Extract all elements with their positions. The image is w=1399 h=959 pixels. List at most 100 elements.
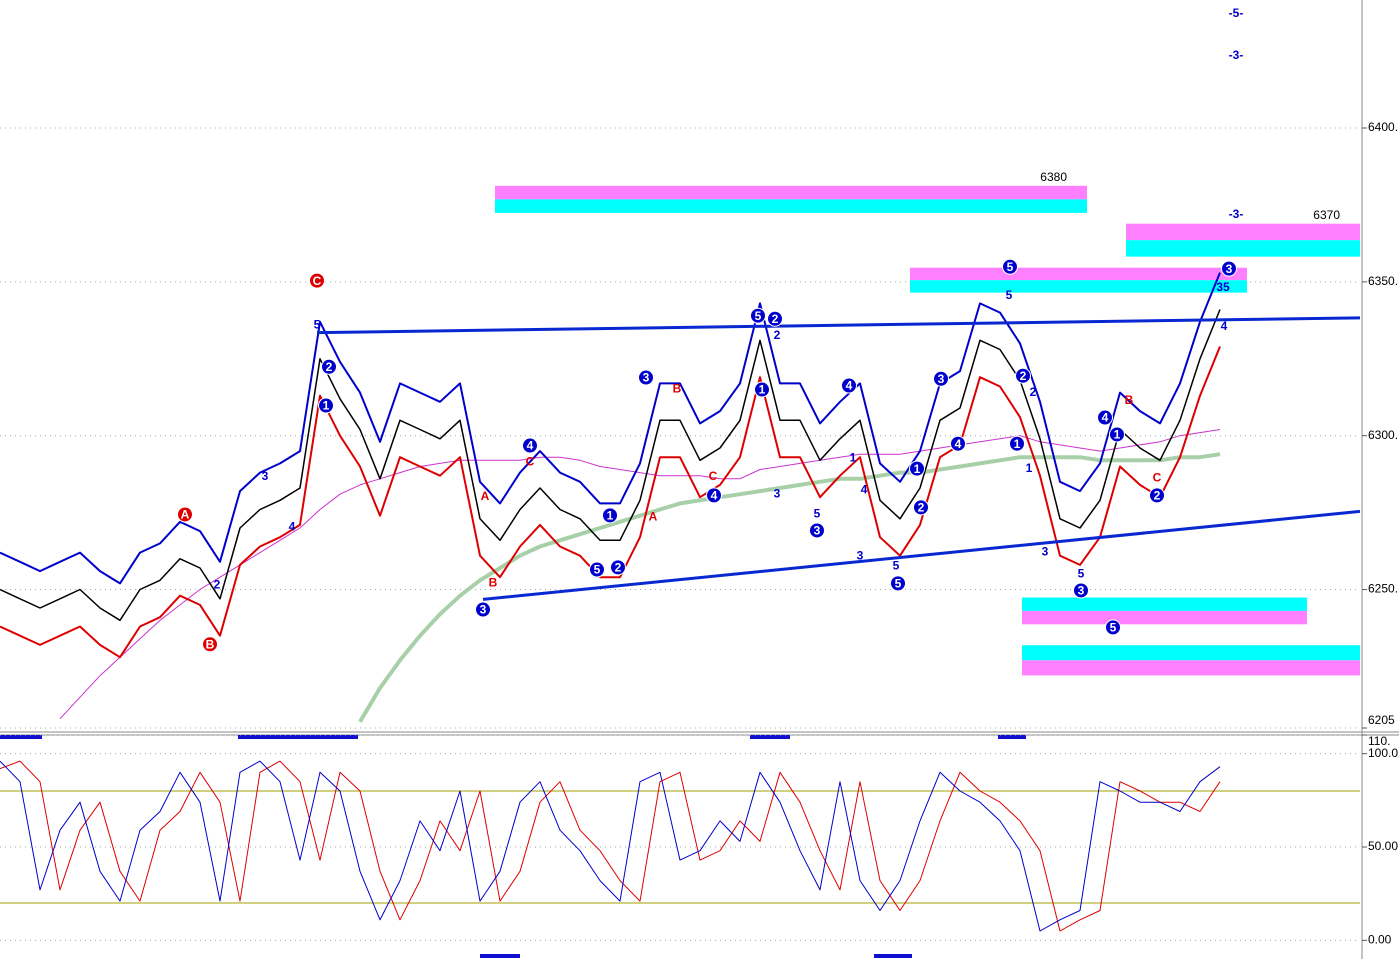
wave-label: 4 xyxy=(955,437,962,451)
wave-marker xyxy=(1015,367,1031,384)
wave-label: 3 xyxy=(857,548,864,562)
wave-label: 1 xyxy=(1014,437,1021,451)
wave-marker xyxy=(841,377,857,394)
y-tick-label: 6250. xyxy=(1368,582,1398,596)
wave-label: B xyxy=(489,576,498,590)
wave-label: C xyxy=(1153,471,1162,485)
wave-marker xyxy=(321,358,337,375)
wave-label: 3 xyxy=(1042,544,1049,558)
zone-band xyxy=(1022,645,1360,661)
series-line xyxy=(0,760,1221,932)
y-tick-label: 110. xyxy=(1368,734,1390,748)
wave-marker xyxy=(890,575,906,592)
wave-label: 2 xyxy=(1020,369,1027,383)
wave-label: 3 xyxy=(643,371,650,385)
wave-label: 3 xyxy=(774,487,781,501)
series-line xyxy=(358,452,1221,723)
series-line xyxy=(0,272,1221,585)
wave-marker xyxy=(589,561,605,578)
wave-marker xyxy=(1097,409,1113,426)
wave-marker xyxy=(706,487,722,504)
wave-label: 4 xyxy=(1102,411,1109,425)
wave-label: 1 xyxy=(850,451,857,465)
wave-marker xyxy=(202,636,218,653)
wave-label: 1 xyxy=(914,462,921,476)
wave-label: 5 xyxy=(1078,567,1085,581)
wave-label: C xyxy=(313,274,322,288)
wave-label: C xyxy=(709,469,718,483)
y-tick-label: 6300. xyxy=(1368,428,1398,442)
wave-marker xyxy=(177,506,193,523)
wave-label: 3 xyxy=(938,372,945,386)
wave-label: 5 xyxy=(1110,621,1117,635)
signal-bar xyxy=(750,735,790,739)
wave-label: 5 xyxy=(314,318,321,332)
wave-label: 5 xyxy=(893,559,900,573)
wave-label: 5 xyxy=(814,507,821,521)
wave-label: 35 xyxy=(1216,280,1230,294)
wave-label: 1 xyxy=(1026,461,1033,475)
wave-label: 4 xyxy=(527,439,534,453)
zone-band xyxy=(495,199,1087,213)
y-tick-label: 6400. xyxy=(1368,120,1398,134)
wave-label: 5 xyxy=(1006,288,1013,302)
series-line xyxy=(0,760,1221,932)
wave-label: 3 xyxy=(480,603,487,617)
wave-label: B xyxy=(206,637,215,651)
wave-marker xyxy=(602,507,618,524)
zone xyxy=(910,267,1247,293)
wave-label: B xyxy=(673,382,682,396)
wave-label: A xyxy=(181,508,190,522)
y-tick-label: 0.00 xyxy=(1368,933,1392,947)
trendline xyxy=(316,316,1361,335)
wave-marker xyxy=(909,460,925,477)
signal-bar xyxy=(998,735,1026,739)
wave-label: A xyxy=(481,489,490,503)
wave-label: 2 xyxy=(774,328,781,342)
wave-marker xyxy=(638,369,654,386)
signal-bar xyxy=(874,954,912,958)
wave-label: 1 xyxy=(323,399,330,413)
wave-label: -3- xyxy=(1229,48,1244,62)
trendline xyxy=(482,509,1361,601)
zone-label: 6380 xyxy=(1040,170,1067,184)
wave-marker xyxy=(754,381,770,398)
wave-label: 2 xyxy=(1030,385,1037,399)
wave-marker xyxy=(1149,487,1165,504)
wave-label: 3 xyxy=(1078,584,1085,598)
y-tick-label: 50.00 xyxy=(1368,839,1398,853)
wave-marker xyxy=(1073,582,1089,599)
wave-marker xyxy=(809,522,825,539)
wave-marker xyxy=(1009,435,1025,452)
zone-band xyxy=(1126,223,1360,241)
wave-label: 2 xyxy=(615,561,622,575)
series-line xyxy=(0,346,1221,659)
wave-label: 2 xyxy=(1154,489,1161,503)
y-tick-label: 100.0 xyxy=(1368,746,1398,760)
wave-marker xyxy=(610,559,626,576)
wave-marker xyxy=(1105,619,1121,636)
y-tick-label: 6205 xyxy=(1368,713,1395,727)
zone-band xyxy=(910,280,1247,293)
zone-band xyxy=(910,267,1247,281)
wave-label: 5 xyxy=(755,309,762,323)
y-tick-label: 6350. xyxy=(1368,274,1398,288)
wave-label: 2 xyxy=(772,312,779,326)
wave-label: -3- xyxy=(1229,207,1244,221)
wave-marker xyxy=(1109,426,1125,443)
wave-label: 1 xyxy=(607,509,614,523)
wave-marker xyxy=(933,370,949,387)
signal-bar xyxy=(238,735,358,739)
zone xyxy=(1022,645,1360,676)
wave-label: 1 xyxy=(1114,428,1121,442)
wave-marker xyxy=(309,272,325,289)
wave-marker xyxy=(1221,260,1237,277)
signal-bar xyxy=(0,735,42,739)
zone-band xyxy=(495,185,1087,200)
wave-label: 4 xyxy=(711,489,718,503)
wave-marker xyxy=(750,307,766,324)
wave-label: 2 xyxy=(214,578,221,592)
wave-label: 2 xyxy=(326,360,333,374)
wave-label: 3 xyxy=(262,469,269,483)
